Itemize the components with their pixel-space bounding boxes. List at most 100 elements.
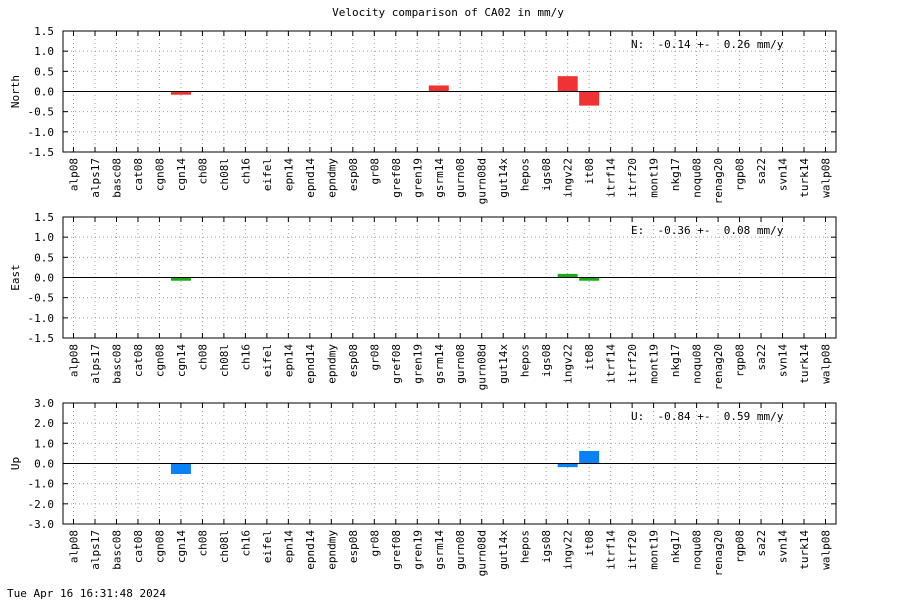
east-panel: 1.5 1.0 0.5 0.0 -0.5 -1.0 -1.5 alp08 alps17 basc0… (9, 211, 837, 390)
up-ytick-label: 1.0 (34, 437, 54, 450)
north-xtick-label: nkg17 (669, 158, 682, 191)
north-xtick-label: itrf20 (626, 158, 639, 198)
north-ytick-label: 0.0 (34, 86, 54, 99)
north-annotation: N: -0.14 +- 0.26 mm/y (631, 38, 784, 51)
up-xtick-label: cgn14 (175, 530, 188, 563)
east-ytick-label: 0.5 (34, 251, 54, 264)
east-xtick-label: ch08 (196, 344, 209, 371)
north-plot-frame (62, 30, 837, 153)
timestamp-label: Tue Apr 16 16:31:48 2024 (7, 587, 166, 600)
up-xtick-label: ch16 (239, 530, 252, 557)
north-xtick-label: cgn08 (153, 158, 166, 191)
up-ytick-label: -2.0 (28, 498, 55, 511)
east-bar-it08 (579, 277, 600, 281)
north-ytick-label: 1.0 (34, 45, 54, 58)
north-ytick-label: -1.5 (28, 146, 55, 159)
up-ytick-label: -1.0 (28, 478, 55, 491)
north-ytick-label: 1.5 (34, 25, 54, 38)
up-annotation: U: -0.84 +- 0.59 mm/y (631, 410, 784, 423)
east-xtick-label: itrf14 (605, 344, 618, 384)
up-xtick-label: esp08 (347, 530, 360, 563)
north-xtick-label: rgp08 (734, 158, 747, 191)
up-xtick-label: hepos (519, 530, 532, 563)
north-xtick-label: svn14 (777, 158, 790, 191)
north-bar-ingv22 (557, 76, 578, 92)
north-panel: 1.5 1.0 0.5 0.0 -0.5 -1.0 -1.5 alp08 alps17 basc0… (9, 25, 837, 204)
north-xtick-label: gref08 (390, 158, 403, 198)
east-xtick-label: cgn08 (153, 344, 166, 377)
up-panel: 3.0 2.0 1.0 0.0 -1.0 -2.0 -3.0 alp08 alps17 basc0… (9, 397, 837, 576)
east-bar-cgn14 (170, 277, 191, 281)
up-xtick-label: basc08 (110, 530, 123, 570)
up-ylabel: Up (9, 457, 22, 470)
up-xtick-label: eifel (261, 530, 274, 563)
east-xtick-label: alps17 (89, 344, 102, 384)
east-xtick-label: svn14 (777, 344, 790, 377)
north-xtick-label: turk14 (798, 158, 811, 198)
north-bar-cgn14 (170, 91, 191, 95)
east-xtick-label: eifel (261, 344, 274, 377)
north-xtick-label: hepos (519, 158, 532, 191)
east-xtick-label: gren19 (411, 344, 424, 384)
north-xtick-label: ch08l (218, 158, 231, 191)
up-xtick-label: itrf20 (626, 530, 639, 570)
east-xtick-label: noqu08 (691, 344, 704, 384)
north-xtick-label: it08 (583, 158, 596, 185)
up-xtick-label: cat08 (132, 530, 145, 563)
up-xtick-label: noqu08 (691, 530, 704, 570)
east-ytick-label: 1.0 (34, 231, 54, 244)
east-xtick-label: itrf20 (626, 344, 639, 384)
up-ytick-label: 0.0 (34, 458, 54, 471)
east-xtick-label: walp08 (820, 344, 833, 384)
east-xtick-label: mont19 (648, 344, 661, 384)
east-xtick-label: ingv22 (562, 344, 575, 384)
up-xtick-label: gsrm14 (433, 530, 446, 570)
north-ytick-label: 0.5 (34, 65, 54, 78)
up-xtick-label: renag20 (712, 530, 725, 576)
north-xtick-label: cgn14 (175, 158, 188, 191)
north-xtick-label: esp08 (347, 158, 360, 191)
east-annotation: E: -0.36 +- 0.08 mm/y (631, 224, 784, 237)
east-xtick-label: ch08l (218, 344, 231, 377)
chart-title: Velocity comparison of CA02 in mm/y (332, 6, 564, 19)
north-xtick-label: renag20 (712, 158, 725, 204)
up-xtick-label: gurn08 (454, 530, 467, 570)
north-bar-it08 (579, 91, 600, 106)
east-xtick-label: gurn08d (476, 344, 489, 390)
up-xtick-label: it08 (583, 530, 596, 557)
up-xtick-label: mont19 (648, 530, 661, 570)
up-xtick-label: ingv22 (562, 530, 575, 570)
north-ylabel: North (9, 75, 22, 108)
up-xtick-label: nkg17 (669, 530, 682, 563)
east-xtick-label: gref08 (390, 344, 403, 384)
east-xtick-label: cat08 (132, 344, 145, 377)
east-xtick-label: ch16 (239, 344, 252, 371)
east-bar-ingv22 (557, 273, 578, 278)
up-xtick-label: turk14 (798, 530, 811, 570)
up-xtick-label: itrf14 (605, 530, 618, 570)
up-xtick-label: svn14 (777, 530, 790, 563)
east-xtick-label: rgp08 (734, 344, 747, 377)
up-xtick-label: alps17 (89, 530, 102, 570)
up-xtick-label: cgn08 (153, 530, 166, 563)
east-xtick-label: basc08 (110, 344, 123, 384)
up-xtick-label: gut14x (497, 530, 510, 570)
north-xtick-label: cat08 (132, 158, 145, 191)
east-xtick-label: gsrm14 (433, 344, 446, 384)
north-xtick-label: noqu08 (691, 158, 704, 198)
north-xtick-label: gurn08 (454, 158, 467, 198)
east-ytick-label: 0.0 (34, 272, 54, 285)
up-xtick-label: epnd14 (304, 530, 317, 570)
north-xtick-label: ingv22 (562, 158, 575, 198)
north-xtick-label: gr08 (368, 158, 381, 185)
up-plot-frame (62, 402, 837, 525)
north-xtick-label: epndmy (325, 158, 338, 198)
north-xtick-label: basc08 (110, 158, 123, 198)
up-ytick-label: -3.0 (28, 518, 55, 531)
north-xtick-label: alp08 (68, 158, 81, 191)
north-ytick-label: -0.5 (28, 106, 55, 119)
up-xtick-label: gr08 (368, 530, 381, 557)
east-xtick-label: epndmy (325, 344, 338, 384)
up-xtick-label: alp08 (68, 530, 81, 563)
